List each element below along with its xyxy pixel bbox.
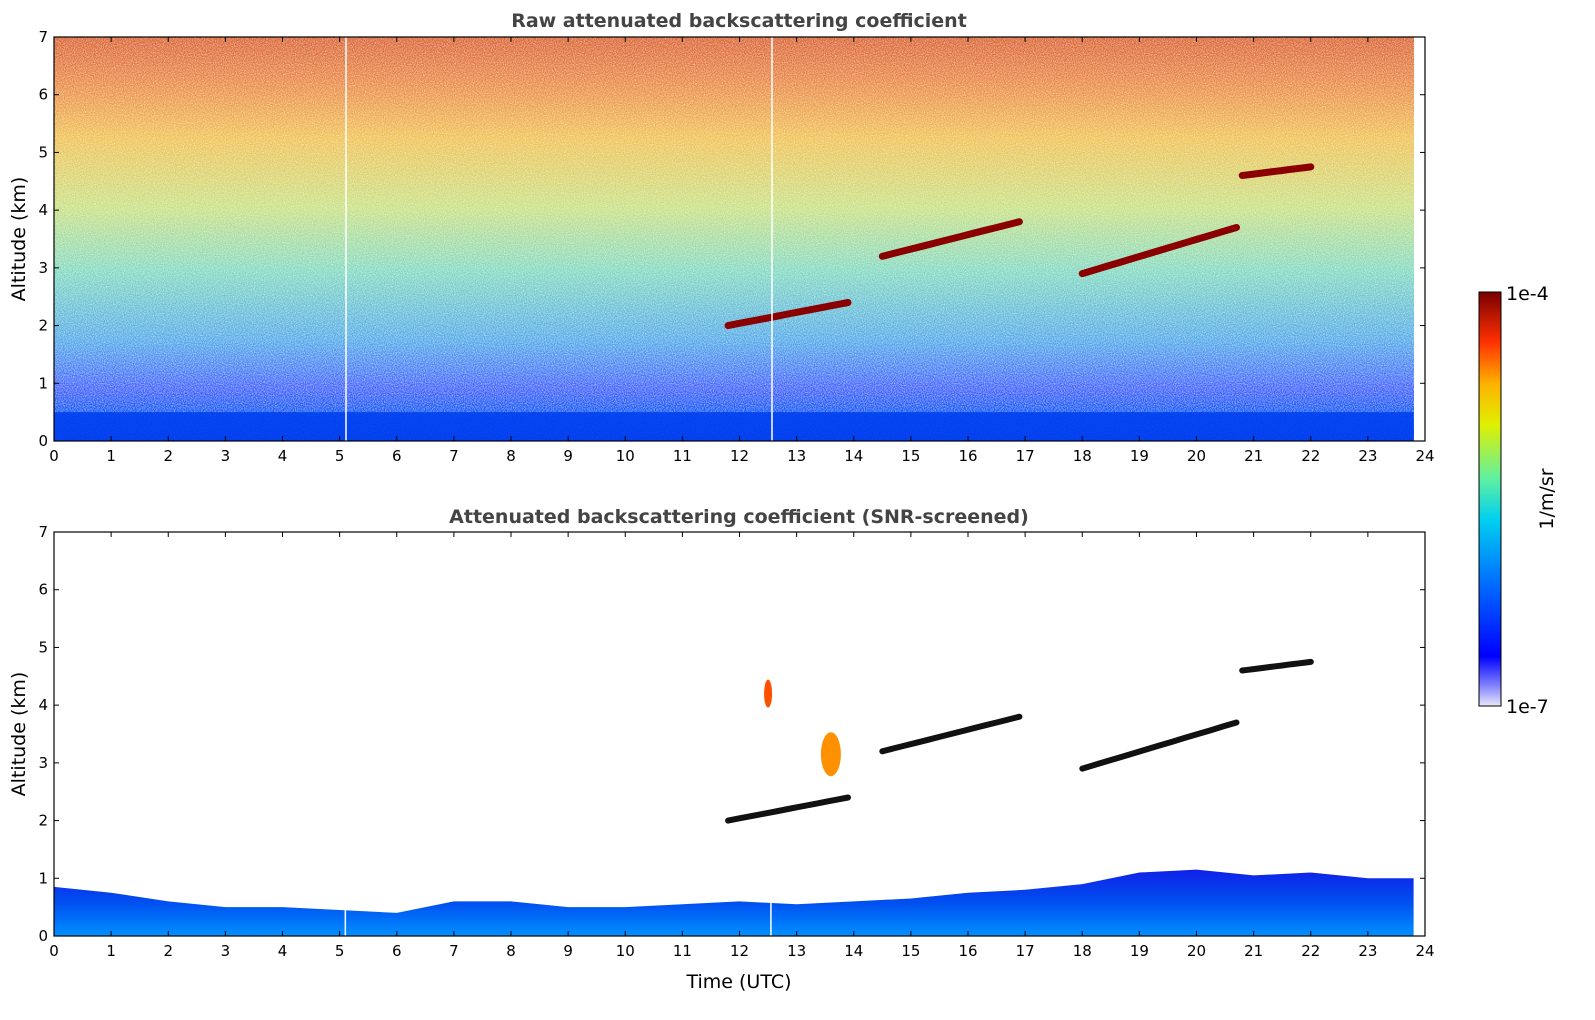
- x-tick-label: 2: [163, 447, 173, 465]
- x-tick-label: 3: [221, 447, 231, 465]
- x-tick-label: 13: [787, 447, 806, 465]
- x-tick-label: 3: [221, 942, 231, 960]
- x-axis-label: Time (UTC): [685, 971, 791, 993]
- x-tick-label: 1: [106, 447, 116, 465]
- aerosol-plume: [820, 732, 841, 777]
- cloud-layer: [878, 218, 1023, 260]
- x-tick-label: 8: [506, 447, 516, 465]
- x-tick-label: 9: [563, 447, 573, 465]
- x-tick-label: 7: [449, 942, 459, 960]
- x-tick-label: 2: [163, 942, 173, 960]
- x-tick-label: 5: [335, 942, 345, 960]
- x-tick-label: 5: [335, 447, 345, 465]
- x-tick-label: 13: [787, 942, 806, 960]
- x-tick-label: 14: [844, 942, 863, 960]
- raw-panel: Raw attenuated backscattering coefficien…: [8, 10, 1435, 465]
- screened-panel: Attenuated backscattering coefficient (S…: [8, 506, 1435, 993]
- colorbar-gradient: [1478, 291, 1502, 707]
- colorbar-unit-label: 1/m/sr: [1536, 468, 1558, 529]
- x-tick-label: 15: [901, 447, 920, 465]
- boundary-layer-region: [54, 869, 1414, 936]
- screened-cloud-layer: [879, 713, 1023, 755]
- x-tick-label: 16: [958, 447, 977, 465]
- x-tick-label: 14: [844, 447, 863, 465]
- y-tick-label: 3: [38, 259, 48, 277]
- raw-panel-title: Raw attenuated backscattering coefficien…: [511, 10, 967, 32]
- cloud-layer: [724, 299, 852, 330]
- x-tick-label: 18: [1073, 447, 1092, 465]
- y-tick-label: 0: [38, 432, 48, 450]
- x-tick-label: 23: [1358, 942, 1377, 960]
- y-tick-label: 7: [38, 28, 48, 46]
- screened-cloud-layer: [1079, 719, 1240, 772]
- x-tick-label: 12: [730, 447, 749, 465]
- x-tick-label: 6: [392, 942, 402, 960]
- boundary-layer-band: [54, 412, 1414, 441]
- x-tick-label: 12: [730, 942, 749, 960]
- x-tick-label: 8: [506, 942, 516, 960]
- cloud-layer: [1238, 163, 1315, 179]
- x-tick-label: 4: [278, 447, 288, 465]
- raw-heatmap: [54, 37, 1414, 441]
- cloud-layer: [1078, 224, 1240, 278]
- x-tick-label: 21: [1244, 942, 1263, 960]
- x-tick-label: 21: [1244, 447, 1263, 465]
- y-tick-label: 6: [38, 86, 48, 104]
- x-tick-label: 23: [1358, 447, 1377, 465]
- x-tick-label: 19: [1130, 942, 1149, 960]
- y-tick-label: 0: [38, 927, 48, 945]
- y-tick-label: 1: [38, 869, 48, 887]
- x-tick-label: 20: [1187, 447, 1206, 465]
- screened-x-axis: 0 1 2 3 4 5 6 7 8 9 10 11 12 13 14 15 16 17 18 19 20 21 22 23 24: [49, 532, 1435, 960]
- x-tick-label: 9: [563, 942, 573, 960]
- screened-y-axis-label: Altitude (km): [8, 672, 30, 797]
- colorbar-min-label: 1e-7: [1506, 696, 1549, 718]
- raw-y-axis: 0 1 2 3 4 5 6 7: [38, 28, 1425, 450]
- x-tick-label: 11: [673, 447, 692, 465]
- raw-y-axis-label: Altitude (km): [8, 177, 30, 302]
- x-tick-label: 24: [1415, 447, 1434, 465]
- x-tick-label: 1: [106, 942, 116, 960]
- raw-x-axis: 0 1 2 3 4 5 6 7 8 9 10 11 12 13 14 15 16 17 18 19 20 21 22 23 24: [49, 37, 1435, 465]
- x-tick-label: 15: [901, 942, 920, 960]
- x-tick-label: 22: [1301, 447, 1320, 465]
- y-tick-label: 4: [38, 201, 48, 219]
- x-tick-label: 4: [278, 942, 288, 960]
- x-tick-label: 17: [1016, 942, 1035, 960]
- x-tick-label: 19: [1130, 447, 1149, 465]
- colorbar: 1e-4 1e-7 1/m/sr: [1478, 283, 1558, 718]
- x-tick-label: 0: [49, 942, 59, 960]
- y-tick-label: 1: [38, 374, 48, 392]
- x-tick-label: 10: [616, 942, 635, 960]
- x-tick-label: 0: [49, 447, 59, 465]
- x-tick-label: 11: [673, 942, 692, 960]
- screened-panel-title: Attenuated backscattering coefficient (S…: [449, 506, 1029, 528]
- x-tick-label: 10: [616, 447, 635, 465]
- screened-cloud-layer: [725, 794, 851, 824]
- aerosol-plume: [764, 679, 773, 708]
- screened-cloud-layer: [1239, 658, 1314, 674]
- y-tick-label: 2: [38, 812, 48, 830]
- y-tick-label: 4: [38, 696, 48, 714]
- screened-y-axis: 0 1 2 3 4 5 6 7: [38, 523, 1425, 945]
- y-tick-label: 5: [38, 638, 48, 656]
- y-tick-label: 3: [38, 754, 48, 772]
- x-tick-label: 7: [449, 447, 459, 465]
- screened-heatmap: [54, 658, 1414, 936]
- x-tick-label: 16: [958, 942, 977, 960]
- x-tick-label: 17: [1016, 447, 1035, 465]
- y-tick-label: 2: [38, 317, 48, 335]
- y-tick-label: 6: [38, 581, 48, 599]
- x-tick-label: 20: [1187, 942, 1206, 960]
- x-tick-label: 24: [1415, 942, 1434, 960]
- y-tick-label: 5: [38, 143, 48, 161]
- y-tick-label: 7: [38, 523, 48, 541]
- x-tick-label: 18: [1073, 942, 1092, 960]
- x-tick-label: 6: [392, 447, 402, 465]
- x-tick-label: 22: [1301, 942, 1320, 960]
- colorbar-max-label: 1e-4: [1506, 283, 1549, 305]
